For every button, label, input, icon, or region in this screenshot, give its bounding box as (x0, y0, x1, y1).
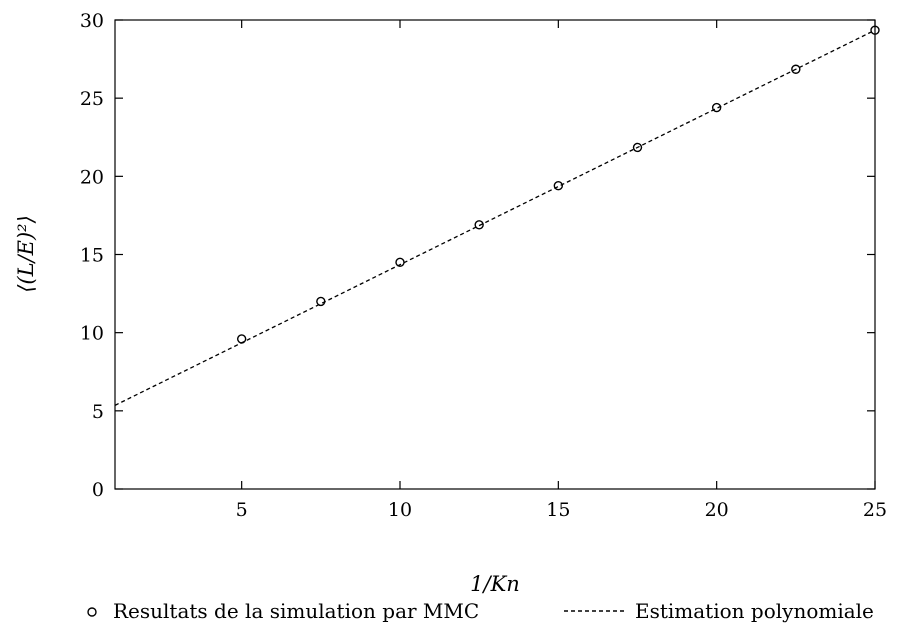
legend-label-estimation: Estimation polynomiale (635, 599, 874, 623)
x-tick-label: 15 (546, 499, 570, 521)
axis-ticks (115, 19, 876, 490)
legend-marker-circle (87, 607, 97, 617)
y-tick-label: 30 (80, 10, 104, 32)
y-tick-label: 25 (80, 88, 104, 110)
legend-label-simulation: Resultats de la simulation par MMC (113, 599, 479, 623)
data-point (236, 334, 247, 344)
y-tick-label: 5 (92, 401, 104, 423)
fit-line-group (114, 29, 876, 406)
y-tick-label: 20 (80, 166, 104, 188)
x-tick-label: 20 (705, 499, 729, 521)
data-point (553, 181, 564, 191)
data-points (236, 25, 880, 344)
fit-line (114, 29, 876, 406)
legend: Resultats de la simulation par MMC Estim… (87, 599, 874, 623)
x-tick-label: 5 (236, 499, 248, 521)
data-point (316, 296, 326, 307)
x-tick-label: 10 (388, 499, 412, 521)
x-tick-label: 25 (863, 499, 887, 521)
axis-tick-labels: 5 10 15 20 25 0 5 10 15 20 25 30 (80, 10, 887, 521)
y-tick-label: 0 (92, 479, 104, 501)
data-point (395, 257, 405, 268)
data-point (870, 25, 880, 35)
x-axis-label: 1/Kn (470, 572, 520, 596)
data-point (474, 220, 484, 230)
y-tick-label: 10 (80, 323, 104, 345)
data-point (791, 64, 801, 74)
plot-frame (114, 19, 876, 490)
data-point (711, 102, 722, 113)
y-tick-label: 15 (80, 245, 104, 267)
y-axis-label: ⟨(L/E)²⟩ (14, 215, 38, 293)
data-point (632, 142, 643, 153)
